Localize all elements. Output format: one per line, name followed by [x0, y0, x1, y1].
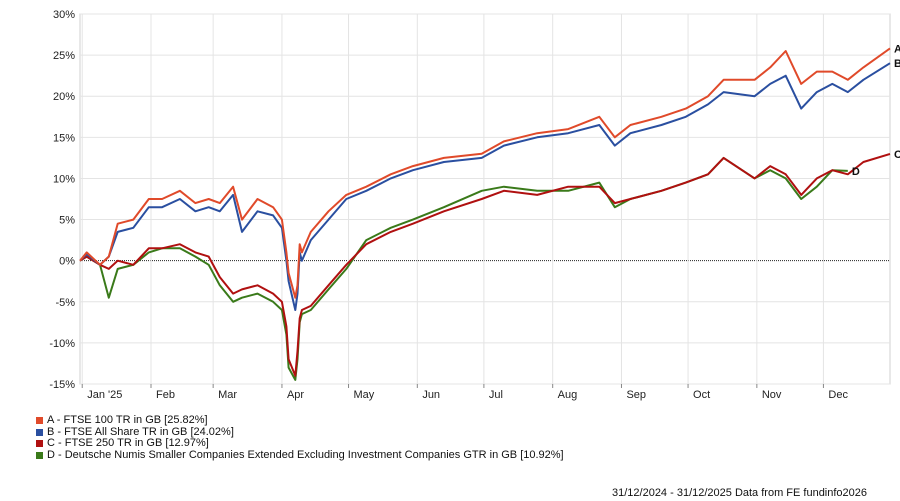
legend-label: D - Deutsche Numis Smaller Companies Ext…	[47, 448, 564, 461]
legend-swatch	[36, 428, 43, 436]
legend: A - FTSE 100 TR in GB [25.82%] B - FTSE A…	[36, 415, 564, 461]
y-tick-label: -5%	[55, 297, 75, 309]
y-tick-label: 5%	[59, 215, 75, 227]
label-layer: 30% 25% 20% 15% 10% 5% 0% -5% -10% -15% Jan '25 Feb…	[49, 9, 900, 401]
x-tick-label: May	[354, 389, 375, 401]
legend-item-c: C - FTSE 250 TR in GB [12.97%]	[36, 438, 564, 450]
x-tick-label: Aug	[558, 389, 578, 401]
legend-label: A - FTSE 100 TR in GB [25.82%]	[47, 414, 208, 427]
legend-swatch	[36, 451, 43, 459]
y-tick-label: 10%	[53, 173, 75, 185]
y-tick-label: -15%	[49, 379, 75, 391]
legend-swatch	[36, 417, 43, 425]
x-tick-label: Dec	[828, 389, 848, 401]
x-tick-label: Mar	[218, 389, 237, 401]
y-tick-label: 15%	[53, 132, 75, 144]
y-tick-label: 25%	[53, 50, 75, 62]
legend-item-a: A - FTSE 100 TR in GB [25.82%]	[36, 415, 564, 427]
series-line-d	[79, 156, 848, 381]
x-tick-label: Apr	[287, 389, 304, 401]
x-tick-label: Sep	[626, 389, 646, 401]
x-tick-label: Jul	[489, 389, 503, 401]
series-line-c	[79, 153, 891, 377]
x-tick-label: Feb	[156, 389, 175, 401]
legend-label: B - FTSE All Share TR in GB [24.02%]	[47, 425, 234, 438]
end-label-c: C	[894, 149, 900, 161]
end-label-a: A	[894, 43, 900, 55]
x-tick-label: Jun	[422, 389, 440, 401]
y-tick-label: -10%	[49, 338, 75, 350]
x-tick-label: Nov	[762, 389, 782, 401]
series-layer	[79, 47, 891, 381]
end-label-b: B	[894, 58, 900, 70]
x-tick-label: Oct	[693, 389, 710, 401]
legend-item-d: D - Deutsche Numis Smaller Companies Ext…	[36, 448, 564, 462]
footer-date-range: 31/12/2024 - 31/12/2025 Data from FE fun…	[612, 487, 868, 499]
x-tick-label: Jan '25	[87, 389, 122, 401]
y-tick-label: 20%	[53, 91, 75, 103]
legend-label: C - FTSE 250 TR in GB [12.97%]	[47, 437, 209, 450]
legend-item-b: B - FTSE All Share TR in GB [24.02%]	[36, 425, 564, 439]
y-tick-label: 30%	[53, 9, 75, 21]
series-line-a	[79, 47, 891, 299]
legend-swatch	[36, 440, 43, 448]
y-tick-label: 0%	[59, 256, 75, 268]
series-line-b	[79, 62, 891, 311]
end-label-d: D	[852, 166, 860, 178]
